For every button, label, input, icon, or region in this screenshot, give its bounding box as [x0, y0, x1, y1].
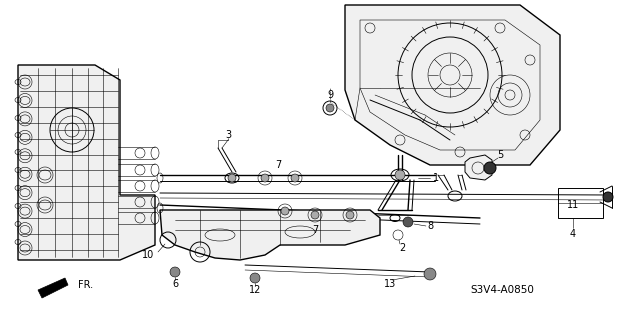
- Text: 5: 5: [497, 150, 503, 160]
- Circle shape: [170, 267, 180, 277]
- Circle shape: [291, 174, 299, 182]
- Circle shape: [261, 174, 269, 182]
- Bar: [558, 188, 603, 218]
- Circle shape: [311, 211, 319, 219]
- Text: 6: 6: [172, 279, 178, 289]
- Text: 7: 7: [275, 160, 281, 170]
- Circle shape: [403, 217, 413, 227]
- Text: 2: 2: [399, 243, 405, 253]
- Circle shape: [484, 162, 496, 174]
- Circle shape: [424, 268, 436, 280]
- Text: 11: 11: [567, 200, 579, 210]
- Circle shape: [603, 192, 613, 202]
- Text: S3V4-A0850: S3V4-A0850: [470, 285, 534, 295]
- Text: FR.: FR.: [78, 280, 93, 290]
- Polygon shape: [38, 278, 68, 298]
- Polygon shape: [465, 155, 492, 180]
- Circle shape: [346, 211, 354, 219]
- Circle shape: [395, 170, 405, 180]
- Text: 1: 1: [433, 173, 439, 183]
- Polygon shape: [345, 5, 560, 165]
- Text: 13: 13: [384, 279, 396, 289]
- Circle shape: [326, 104, 334, 112]
- Text: 12: 12: [249, 285, 261, 295]
- Circle shape: [250, 273, 260, 283]
- Polygon shape: [160, 210, 380, 260]
- Circle shape: [228, 174, 236, 182]
- Polygon shape: [18, 65, 155, 260]
- Text: 7: 7: [312, 225, 318, 235]
- Text: 3: 3: [225, 130, 231, 140]
- Circle shape: [281, 207, 289, 215]
- Text: 10: 10: [142, 250, 154, 260]
- Text: 4: 4: [570, 229, 576, 239]
- Text: 9: 9: [327, 90, 333, 100]
- Text: 8: 8: [427, 221, 433, 231]
